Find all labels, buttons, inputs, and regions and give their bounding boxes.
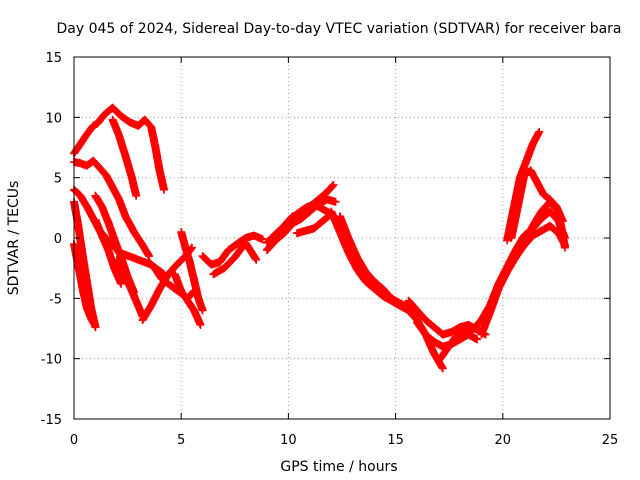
series-marks xyxy=(108,115,141,200)
x-tick-label: 25 xyxy=(602,433,619,448)
y-tick-label: -5 xyxy=(49,292,62,307)
y-tick-label: -15 xyxy=(41,413,62,428)
series-arc-21 xyxy=(335,212,396,303)
series-arc-08 xyxy=(108,115,141,200)
x-tick-label: 15 xyxy=(387,433,404,448)
y-tick-label: 5 xyxy=(54,172,62,187)
series-arc-13 xyxy=(177,228,207,315)
series-arc-09 xyxy=(112,255,147,321)
x-axis-label: GPS time / hours xyxy=(280,459,397,475)
series-marks xyxy=(404,296,490,339)
y-tick-label: 15 xyxy=(45,51,62,66)
series-arc-22 xyxy=(404,296,490,339)
chart-title: Day 045 of 2024, Sidereal Day-to-day VTE… xyxy=(56,21,621,37)
series-marks xyxy=(177,228,207,315)
series-arc-14 xyxy=(198,231,267,269)
y-tick-label: 0 xyxy=(54,232,62,247)
axes: 0 5 10 15 20 25 -15 -10 -5 0 5 10 15 xyxy=(41,51,619,448)
x-tick-label: 5 xyxy=(177,433,185,448)
y-tick-label: -10 xyxy=(41,353,62,368)
series-marks xyxy=(511,197,569,262)
x-tick-label: 10 xyxy=(280,433,297,448)
x-tick-label: 20 xyxy=(495,433,512,448)
series-marks xyxy=(170,270,205,329)
series-marks xyxy=(112,255,147,321)
y-tick-label: 10 xyxy=(45,111,62,126)
series-marks xyxy=(335,212,396,303)
series-arc-15 xyxy=(209,238,261,279)
series-marks xyxy=(209,238,261,279)
y-axis-label: SDTVAR / TECUs xyxy=(6,181,22,296)
x-tick-label: 0 xyxy=(70,433,78,448)
data-points xyxy=(70,103,569,373)
series-marks xyxy=(198,231,267,269)
series-marks xyxy=(91,215,126,288)
series-arc-28 xyxy=(511,197,569,262)
series-arc-07 xyxy=(91,215,126,288)
series-arc-12 xyxy=(170,270,205,329)
